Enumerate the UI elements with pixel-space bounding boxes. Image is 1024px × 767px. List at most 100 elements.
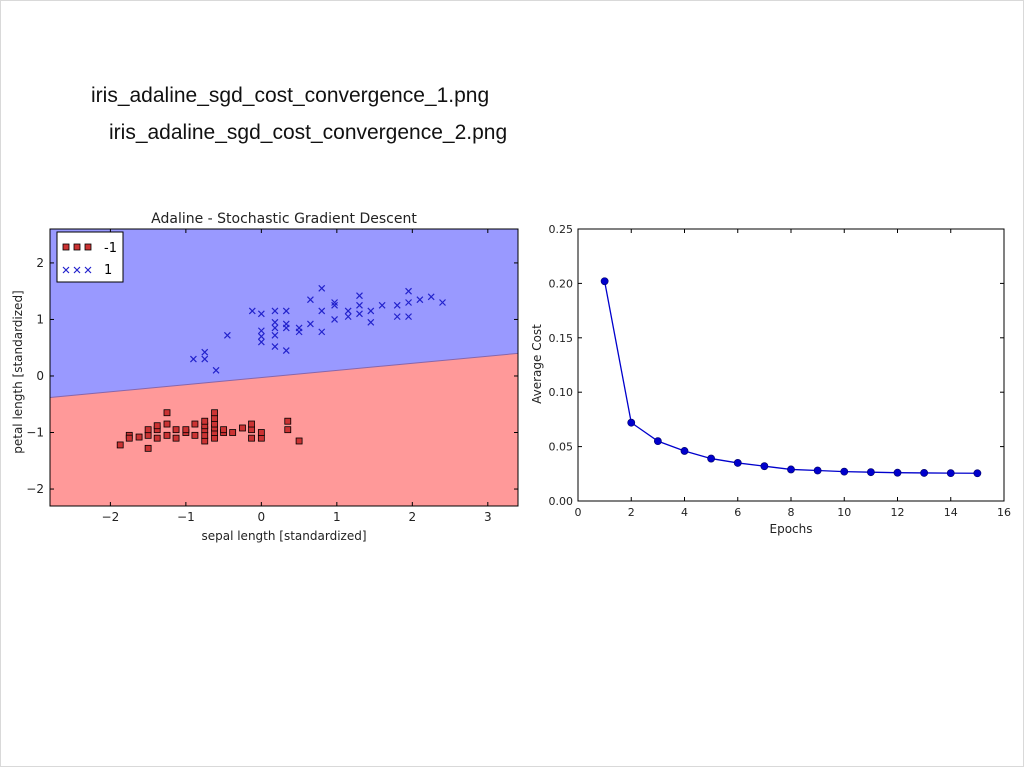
data-point-pos xyxy=(248,307,256,315)
cost-point xyxy=(866,468,875,477)
cost-point xyxy=(973,469,982,478)
data-point-pos xyxy=(282,324,290,332)
y-axis-label: Average Cost xyxy=(530,324,544,404)
y-tick-label: 0 xyxy=(36,369,44,383)
legend-marker-neg xyxy=(62,243,70,251)
data-point-neg xyxy=(211,420,218,428)
data-point-pos xyxy=(405,299,412,306)
data-point-neg xyxy=(201,417,209,425)
data-point-neg xyxy=(135,433,143,441)
data-point-neg xyxy=(144,431,152,439)
legend-label-neg: -1 xyxy=(104,241,117,256)
cost-point xyxy=(840,467,849,476)
data-point-pos xyxy=(356,310,363,318)
data-point-pos xyxy=(295,328,303,336)
cost-point xyxy=(600,277,609,286)
plot-area: 0 2 4 6 8 10 12 14 16 0.00 0.05 0.10 0.15 0.20 0.25 xyxy=(549,223,1012,519)
data-point-pos xyxy=(282,347,290,354)
data-point-neg xyxy=(163,420,171,428)
data-point-pos xyxy=(201,355,209,363)
y-tick-label: −1 xyxy=(26,426,44,440)
data-point-neg xyxy=(284,417,292,425)
data-point-neg xyxy=(144,426,152,434)
y-tick-label: 0.20 xyxy=(549,277,574,290)
cost-point xyxy=(733,459,742,467)
data-point-pos xyxy=(257,310,265,318)
x-tick-label: −2 xyxy=(102,510,120,524)
x-tick-label: 0 xyxy=(575,506,582,519)
data-point-pos xyxy=(318,284,326,292)
legend-label-pos: 1 xyxy=(104,263,112,278)
y-axis-label: petal length [standardized] xyxy=(11,290,25,454)
data-point-pos xyxy=(378,301,386,309)
data-point-pos xyxy=(212,366,220,374)
y-tick-label: 0.00 xyxy=(549,495,574,508)
cost-point xyxy=(946,469,955,478)
y-tick-label: 2 xyxy=(36,256,44,270)
x-tick-label: 12 xyxy=(891,506,905,519)
y-tick-label: 0.25 xyxy=(549,223,574,236)
data-point-pos xyxy=(344,307,352,315)
cost-point xyxy=(627,418,636,427)
data-point-pos xyxy=(257,332,265,340)
data-point-neg xyxy=(116,441,124,449)
cost-point xyxy=(707,454,716,463)
y-tick-label: 0.10 xyxy=(549,386,574,399)
x-tick-label: 6 xyxy=(734,506,741,519)
region-negative xyxy=(50,353,518,506)
data-point-neg xyxy=(172,426,180,434)
plot-frame xyxy=(577,228,1005,502)
data-point-neg xyxy=(220,426,228,434)
data-point-pos xyxy=(393,301,401,309)
x-tick-label: 14 xyxy=(944,506,958,519)
plot-frame xyxy=(49,228,519,507)
cost-convergence-chart: 0 2 4 6 8 10 12 14 16 0.00 0.05 0.10 0.15 0.20 0.25 Ep… xyxy=(530,223,1012,536)
image-caption-2: iris_adaline_sgd_cost_convergence_2.png xyxy=(109,121,508,144)
data-point-pos xyxy=(356,292,363,300)
data-point-pos xyxy=(331,301,338,309)
x-tick-label: 16 xyxy=(997,506,1011,519)
legend-marker-neg xyxy=(84,243,92,251)
data-point-pos xyxy=(367,318,375,326)
legend-marker-pos xyxy=(84,266,92,274)
data-point-neg xyxy=(295,437,303,445)
cost-point xyxy=(680,447,689,455)
data-point-neg xyxy=(172,434,180,442)
y-tick-label: −2 xyxy=(26,482,44,496)
data-point-pos xyxy=(271,324,279,332)
data-point-pos xyxy=(257,327,265,335)
data-point-neg xyxy=(125,434,133,442)
data-point-pos xyxy=(257,338,265,346)
data-point-pos xyxy=(405,313,412,321)
data-point-pos xyxy=(223,331,231,339)
data-point-pos xyxy=(271,331,279,339)
chart-title: Adaline - Stochastic Gradient Descent xyxy=(151,211,417,227)
data-point-neg xyxy=(211,434,218,442)
decision-region-chart: Adaline - Stochastic Gradient Descent −2… xyxy=(11,211,519,543)
legend-marker-pos xyxy=(62,266,70,274)
decision-boundary xyxy=(49,352,519,398)
data-point-pos xyxy=(306,320,314,328)
data-point-neg xyxy=(144,444,152,452)
data-point-pos xyxy=(271,343,279,351)
x-tick-label: 8 xyxy=(788,506,795,519)
data-point-neg xyxy=(248,434,255,442)
data-point-neg xyxy=(191,431,199,439)
data-point-pos xyxy=(306,296,314,304)
data-point-pos xyxy=(427,293,435,301)
legend-marker-pos xyxy=(73,266,81,274)
data-point-pos xyxy=(271,307,279,315)
data-point-neg xyxy=(153,434,161,442)
data-point-pos xyxy=(367,307,375,315)
data-point-neg xyxy=(229,429,237,436)
data-point-pos xyxy=(201,348,209,356)
y-tick-label: 0.15 xyxy=(549,332,574,345)
x-tick-label: 2 xyxy=(409,510,417,524)
data-point-neg xyxy=(163,409,171,417)
data-point-neg xyxy=(163,431,171,439)
x-axis-label: Epochs xyxy=(770,522,813,536)
data-point-pos xyxy=(393,313,401,321)
data-point-pos xyxy=(331,316,338,323)
data-point-neg xyxy=(211,414,218,422)
data-point-neg xyxy=(257,429,265,436)
